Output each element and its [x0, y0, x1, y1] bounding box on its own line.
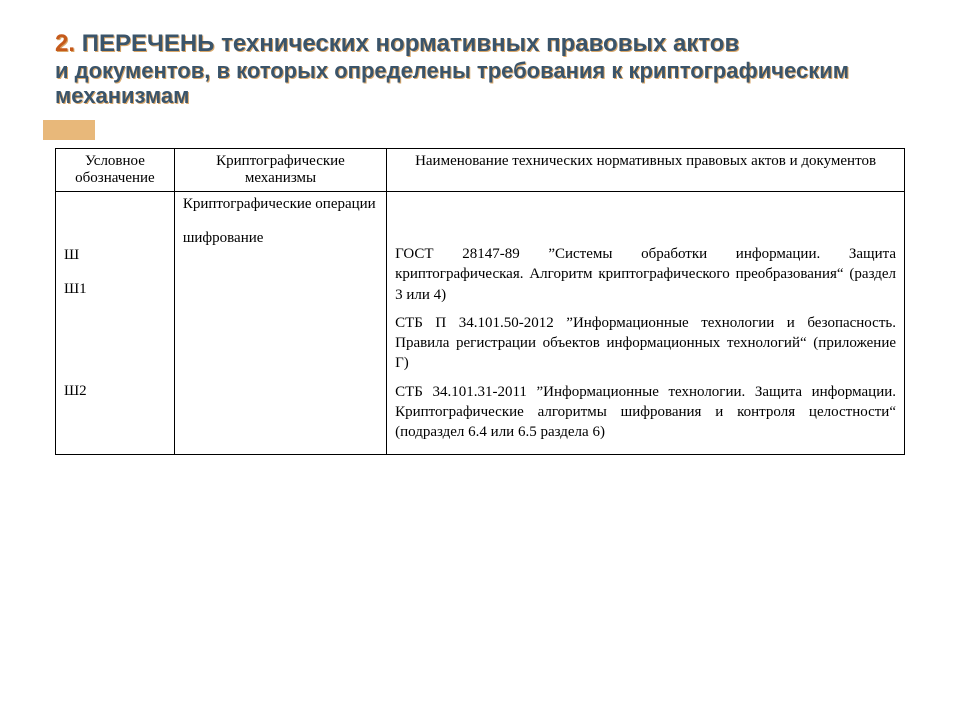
cell-codes: Ш Ш1 Ш2	[56, 192, 175, 455]
doc-para-2: СТБ П 34.101.50-2012 ”Информационные тех…	[395, 313, 896, 374]
documents-table: Условное обозначение Криптографические м…	[55, 148, 905, 455]
title-line-1: 2. ПЕРЕЧЕНЬ технических нормативных прав…	[55, 30, 905, 58]
title-line-2: и документов, в которых определены требо…	[55, 58, 905, 109]
cell-mechanisms: Криптографические операции шифрование	[174, 192, 386, 455]
col-header-docs: Наименование технических нормативных пра…	[387, 149, 905, 192]
doc-para-3: СТБ 34.101.31-2011 ”Информационные техно…	[395, 382, 896, 443]
col-header-mechanisms: Криптографические механизмы	[174, 149, 386, 192]
title-number: 2.	[55, 30, 75, 57]
slide: 2. ПЕРЕЧЕНЬ технических нормативных прав…	[0, 0, 960, 720]
table-header-row: Условное обозначение Криптографические м…	[56, 149, 905, 192]
accent-bar	[43, 120, 95, 140]
cell-documents: ГОСТ 28147-89 ”Системы обработки информа…	[387, 192, 905, 455]
title-text-1: ПЕРЕЧЕНЬ технических нормативных правовы…	[82, 30, 740, 57]
docs-spacer	[395, 196, 896, 244]
slide-title: 2. ПЕРЕЧЕНЬ технических нормативных прав…	[55, 30, 905, 108]
table-body-row: Ш Ш1 Ш2 Криптографические операции шифро…	[56, 192, 905, 455]
col-header-code: Условное обозначение	[56, 149, 175, 192]
doc-para-1: ГОСТ 28147-89 ”Системы обработки информа…	[395, 244, 896, 305]
